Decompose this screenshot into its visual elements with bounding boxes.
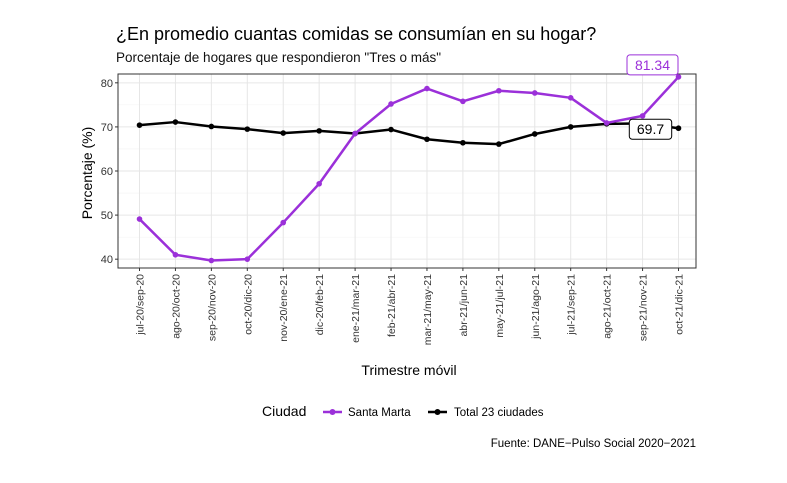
chart-subtitle: Porcentaje de hogares que respondieron "… <box>116 50 441 65</box>
series-layer <box>136 74 682 264</box>
series-santa-marta <box>136 74 682 264</box>
data-labels: 81.34 69.7 <box>626 54 679 140</box>
y-tick-label: 60 <box>101 166 113 178</box>
x-tick-label: mar-21/may-21 <box>422 274 434 345</box>
y-axis-ticks: 40 50 60 70 80 <box>101 78 118 266</box>
data-label-santa-marta: 81.34 <box>626 54 679 76</box>
y-tick-label: 50 <box>101 210 113 222</box>
data-point-santa-marta <box>388 101 394 107</box>
data-point-total-23-ciudades <box>531 131 538 137</box>
data-label-text: 69.7 <box>637 121 664 137</box>
data-label-box <box>626 54 679 76</box>
series-total-23-ciudades <box>136 119 682 147</box>
data-label-box <box>628 118 673 140</box>
data-point-total-23-ciudades <box>280 130 287 136</box>
x-tick-label: jul-20/sep-20 <box>135 274 147 336</box>
x-tick-label: abr-21/jun-21 <box>458 274 470 337</box>
legend: Ciudad Santa Marta Total 23 ciudades <box>262 403 544 419</box>
data-point-total-23-ciudades <box>244 126 251 132</box>
data-point-santa-marta <box>244 256 251 262</box>
data-point-total-23-ciudades <box>567 124 574 130</box>
data-point-santa-marta <box>639 113 646 119</box>
y-tick-label: 40 <box>101 254 113 266</box>
data-point-total-23-ciudades <box>136 122 143 128</box>
y-tick-label: 70 <box>101 122 113 134</box>
data-point-total-23-ciudades <box>172 119 179 125</box>
chart-title: ¿En promedio cuantas comidas se consumía… <box>116 24 596 44</box>
x-tick-label: feb-21/abr-21 <box>386 274 398 337</box>
legend-title: Ciudad <box>262 403 306 419</box>
x-tick-label: ago-21/oct-21 <box>602 274 614 339</box>
data-point-santa-marta <box>675 74 682 80</box>
x-tick-label: ago-20/oct-20 <box>170 274 182 339</box>
gridlines <box>117 73 697 269</box>
x-tick-label: oct-20/dic-20 <box>242 274 254 335</box>
data-point-santa-marta <box>172 251 179 258</box>
data-point-santa-marta <box>208 257 215 264</box>
legend-label-total: Total 23 ciudades <box>454 407 544 419</box>
legend-key-santa-marta-point <box>329 409 336 415</box>
data-point-total-23-ciudades <box>675 125 682 132</box>
x-axis-ticks: jul-20/sep-20 ago-20/oct-20 sep-20/nov-20 o… <box>135 268 686 345</box>
data-point-total-23-ciudades <box>208 123 215 130</box>
x-axis-title: Trimestre móvil <box>361 362 456 378</box>
data-point-santa-marta <box>567 95 574 101</box>
data-point-total-23-ciudades <box>388 126 394 133</box>
data-point-santa-marta <box>136 216 143 222</box>
data-point-santa-marta <box>460 98 466 105</box>
data-point-total-23-ciudades <box>424 136 430 143</box>
series-line-total-23-ciudades <box>139 120 679 146</box>
x-tick-label: may-21/jul-21 <box>494 274 506 338</box>
x-tick-label: jun-21/ago-21 <box>530 274 542 340</box>
series-line-santa-marta <box>138 76 680 262</box>
x-tick-label: sep-21/nov-21 <box>638 274 650 341</box>
chart-caption: Fuente: DANE−Pulso Social 2020−2021 <box>491 438 696 450</box>
data-point-total-23-ciudades <box>316 128 322 134</box>
data-point-santa-marta <box>316 180 322 187</box>
data-point-total-23-ciudades <box>496 141 502 147</box>
data-label-text: 81.34 <box>635 57 670 73</box>
data-point-santa-marta <box>531 90 538 96</box>
x-tick-label: oct-21/dic-21 <box>674 274 686 335</box>
y-tick-label: 80 <box>101 78 113 90</box>
x-tick-label: dic-20/feb-21 <box>314 274 326 335</box>
data-label-total-23-ciudades: 69.7 <box>628 118 673 140</box>
data-point-santa-marta <box>352 130 358 137</box>
data-point-santa-marta <box>280 219 287 226</box>
data-point-santa-marta <box>424 85 430 92</box>
data-point-santa-marta <box>496 87 502 94</box>
y-axis-title: Porcentaje (%) <box>79 127 95 220</box>
legend-key-total-point <box>434 409 441 415</box>
x-tick-label: ene-21/mar-21 <box>350 274 362 343</box>
data-point-santa-marta <box>603 120 610 126</box>
data-point-total-23-ciudades <box>460 139 466 146</box>
x-tick-label: sep-20/nov-20 <box>206 274 218 341</box>
x-tick-label: nov-20/ene-21 <box>278 274 290 342</box>
x-tick-label: jul-21/sep-21 <box>566 274 578 336</box>
legend-label-santa-marta: Santa Marta <box>348 407 411 419</box>
